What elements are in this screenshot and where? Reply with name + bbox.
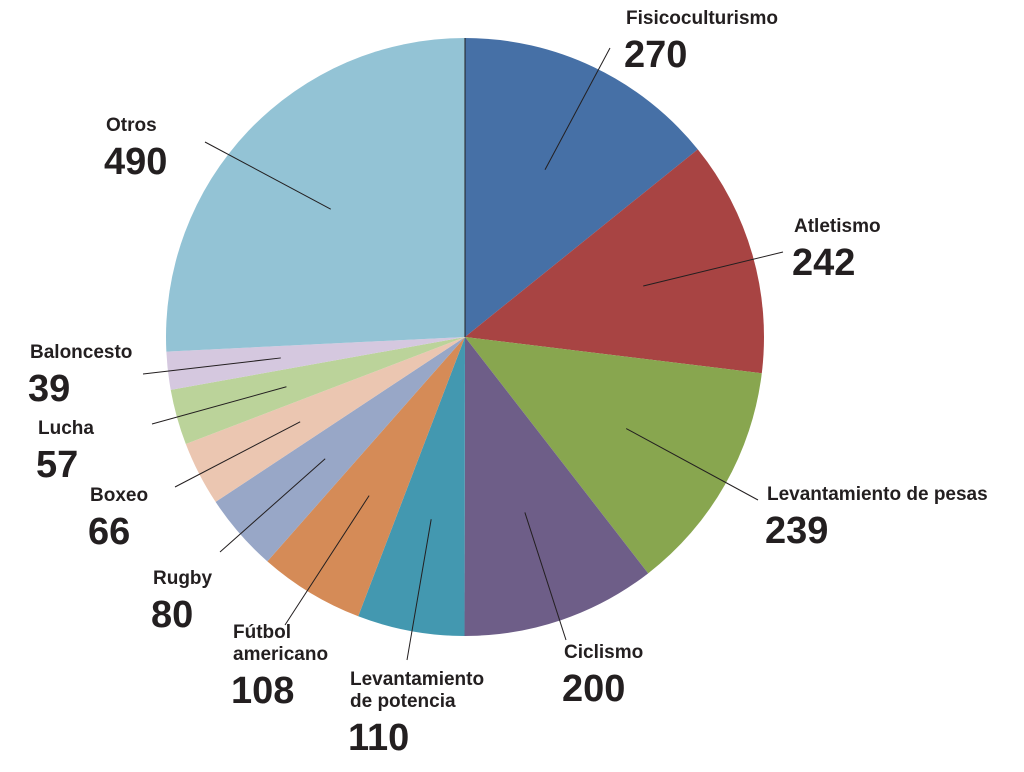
- slice-value-3: 200: [562, 668, 625, 710]
- slice-label-4-line-0: Levantamiento: [350, 669, 484, 690]
- leader-line-6: [219, 458, 326, 553]
- slice-label-3-line-0: Ciclismo: [564, 642, 643, 663]
- pie-slice-5: [267, 337, 465, 617]
- pie-slices: [166, 38, 765, 636]
- leader-line-10: [204, 141, 331, 210]
- slice-value-0: 270: [624, 34, 687, 76]
- slice-label-10-line-0: Otros: [106, 115, 157, 136]
- slice-value-7: 66: [88, 511, 130, 553]
- leader-line-9: [142, 357, 281, 375]
- slice-label-7-line-0: Boxeo: [90, 485, 148, 506]
- slice-label-2-line-0: Levantamiento de pesas: [767, 484, 988, 505]
- slice-label-9-line-0: Baloncesto: [30, 342, 132, 363]
- pie-slice-2: [465, 337, 762, 574]
- leader-line-7: [174, 421, 301, 488]
- pie-slice-7: [185, 337, 465, 502]
- slice-label-0-line-0: Fisicoculturismo: [626, 8, 778, 29]
- slice-label-6-line-0: Rugby: [153, 568, 213, 589]
- slice-value-6: 80: [151, 594, 193, 636]
- leader-lines: [142, 47, 784, 661]
- pie-slice-0: [465, 38, 698, 337]
- slice-value-9: 39: [28, 368, 70, 410]
- slice-value-2: 239: [765, 510, 828, 552]
- leader-line-5: [284, 495, 370, 626]
- pie-slice-3: [464, 337, 649, 636]
- slice-value-5: 108: [231, 670, 294, 712]
- pie-slice-4: [358, 337, 465, 636]
- slice-label-5-line-0: Fútbol: [233, 622, 291, 643]
- slice-label-4-line-1: de potencia: [350, 691, 456, 712]
- pie-slice-8: [170, 337, 465, 445]
- slice-label-8-line-0: Lucha: [38, 418, 94, 439]
- pie-slice-1: [465, 149, 765, 374]
- leader-line-2: [625, 428, 759, 501]
- slice-labels: Fisicoculturismo 270 Atletismo 242 Levantami…: [28, 8, 988, 759]
- slice-label-1-line-0: Atletismo: [794, 216, 881, 237]
- leader-line-0: [544, 47, 611, 171]
- slice-value-1: 242: [792, 242, 855, 284]
- leader-line-8: [151, 386, 287, 425]
- pie-slice-9: [166, 337, 465, 390]
- slice-value-8: 57: [36, 444, 78, 486]
- leader-line-1: [643, 251, 784, 287]
- leader-line-3: [524, 512, 567, 641]
- pie-slice-10: [166, 38, 465, 352]
- leader-line-4: [406, 519, 432, 661]
- pie-slice-6: [215, 337, 465, 562]
- slice-value-10: 490: [104, 141, 167, 183]
- slice-label-5-line-1: americano: [233, 644, 328, 665]
- slice-value-4: 110: [348, 717, 409, 759]
